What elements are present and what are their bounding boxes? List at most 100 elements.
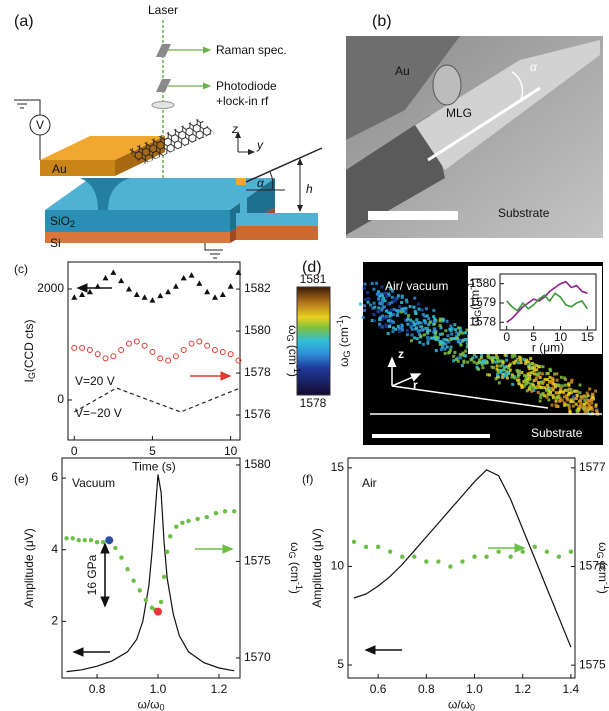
map-pixel — [547, 388, 551, 391]
y2-axis-label-part: G — [595, 552, 605, 559]
y2-axis-label-part: -1 — [294, 582, 304, 590]
map-pixel — [516, 361, 520, 365]
map-pixel — [523, 373, 526, 377]
y-axis-label-part: (cm — [468, 290, 482, 310]
map-pixel — [584, 395, 588, 399]
map-pixel — [560, 398, 564, 402]
map-pixel — [399, 307, 403, 311]
map-pixel — [575, 393, 579, 397]
map-pixel — [480, 363, 484, 366]
map-pixel — [400, 296, 404, 299]
axes-arrow — [237, 132, 254, 152]
map-pixel — [548, 367, 552, 371]
map-pixel — [461, 339, 465, 342]
map-pixel — [450, 332, 454, 336]
data-point — [102, 274, 109, 281]
data-point — [64, 536, 69, 541]
data-point — [157, 355, 164, 362]
map-pixel — [494, 356, 498, 360]
map-pixel — [366, 291, 369, 295]
map-pixel — [458, 326, 462, 330]
map-pixel — [594, 389, 598, 393]
map-pixel — [450, 327, 454, 331]
map-pixel — [432, 330, 436, 334]
data-point — [363, 544, 369, 549]
lens — [151, 101, 175, 109]
map-pixel — [375, 281, 379, 285]
map-pixel — [449, 329, 453, 333]
map-pixel — [405, 329, 409, 333]
map-pixel — [530, 362, 534, 365]
map-pixel — [539, 393, 543, 397]
x-tick-label: 10 — [554, 330, 568, 344]
data-point — [508, 554, 513, 559]
data-point — [149, 297, 156, 303]
data-point — [204, 288, 211, 295]
map-pixel — [455, 336, 459, 340]
data-point — [195, 516, 200, 522]
map-pixel — [517, 373, 521, 376]
map-pixel — [445, 338, 449, 342]
map-pixel — [454, 337, 458, 341]
inset-background — [468, 266, 602, 354]
map-pixel — [418, 329, 422, 332]
au-label: Au — [395, 64, 410, 78]
data-point — [180, 520, 185, 526]
series-line — [506, 292, 589, 312]
scale-bar — [372, 434, 490, 438]
data-point — [110, 353, 117, 360]
map-pixel — [446, 334, 450, 338]
series-line — [74, 387, 241, 413]
data-point — [186, 518, 191, 524]
map-pixel — [535, 372, 539, 376]
map-pixel — [388, 314, 392, 318]
data-point — [496, 549, 501, 554]
data-point — [472, 554, 477, 559]
map-pixel — [398, 305, 401, 308]
map-pixel — [499, 368, 503, 372]
map-pixel — [557, 394, 561, 398]
map-pixel — [532, 363, 536, 367]
au-top — [40, 136, 165, 160]
map-pixel — [545, 378, 549, 381]
map-pixel — [404, 306, 408, 310]
sem-blob — [432, 64, 462, 106]
map-pixel — [409, 322, 412, 326]
map-pixel — [380, 302, 384, 306]
map-pixel — [383, 299, 387, 303]
map-pixel — [405, 333, 409, 337]
map-pixel — [575, 409, 579, 413]
map-pixel — [528, 373, 532, 376]
map-pixel — [384, 325, 388, 329]
map-pixel — [572, 397, 576, 401]
data-point — [222, 509, 228, 514]
map-pixel — [590, 408, 594, 412]
map-pixel — [458, 341, 462, 345]
map-pixel — [362, 286, 366, 290]
colorbar-label-part: (cm — [337, 327, 351, 350]
medium-label: Air/ vacuum — [385, 279, 448, 293]
map-pixel — [372, 313, 376, 317]
y2-axis-label-part: (cm — [288, 559, 302, 582]
map-pixel — [413, 296, 417, 300]
x-tick-label: 1.0 — [466, 682, 483, 696]
map-pixel — [415, 337, 419, 341]
map-pixel — [454, 357, 458, 361]
map-pixel — [432, 308, 436, 312]
map-pixel — [390, 319, 394, 323]
panel-label: (f) — [302, 472, 313, 486]
panel-label: (e) — [14, 472, 29, 486]
map-pixel — [486, 355, 490, 359]
map-pixel — [438, 317, 442, 321]
colorbar-label-part: ω — [337, 357, 351, 366]
map-pixel — [569, 400, 573, 404]
map-pixel — [588, 387, 592, 391]
z-label: z — [231, 122, 238, 136]
map-pixel — [562, 401, 566, 405]
data-point — [174, 524, 179, 529]
map-pixel — [449, 338, 453, 341]
y2-axis-label-part: G — [285, 335, 295, 342]
map-pixel — [502, 374, 506, 378]
map-pixel — [497, 381, 501, 385]
map-pixel — [517, 382, 521, 386]
